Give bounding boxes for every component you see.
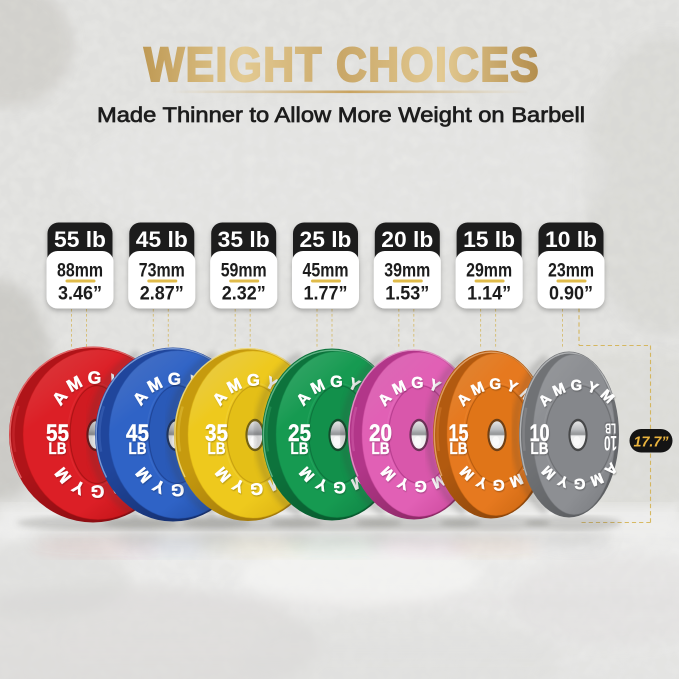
svg-text:10 lb: 10 lb — [545, 227, 597, 252]
svg-text:25 lb: 25 lb — [300, 227, 352, 252]
svg-text:1.53”: 1.53” — [385, 283, 429, 305]
svg-text:LB: LB — [531, 439, 549, 458]
svg-text:1.77”: 1.77” — [304, 283, 348, 305]
svg-text:55 lb: 55 lb — [54, 227, 106, 252]
svg-text:55: 55 — [46, 420, 69, 447]
svg-text:LB: LB — [450, 439, 468, 458]
svg-text:73mm: 73mm — [139, 260, 185, 282]
svg-text:LB: LB — [129, 439, 147, 458]
svg-text:1.14”: 1.14” — [467, 283, 511, 305]
svg-text:2.87”: 2.87” — [140, 283, 184, 305]
svg-text:0.90”: 0.90” — [549, 283, 593, 305]
svg-text:35: 35 — [205, 420, 228, 447]
svg-text:LB: LB — [372, 439, 390, 458]
svg-text:45mm: 45mm — [303, 260, 349, 282]
svg-text:LB: LB — [291, 439, 309, 458]
svg-text:59mm: 59mm — [221, 260, 267, 282]
svg-text:29mm: 29mm — [466, 260, 512, 282]
svg-text:2.32”: 2.32” — [222, 283, 266, 305]
svg-text:LB: LB — [49, 439, 67, 458]
svg-text:23mm: 23mm — [548, 260, 594, 282]
svg-text:Made Thinner to Allow More Wei: Made Thinner to Allow More Weight on Bar… — [97, 104, 585, 127]
svg-text:15 lb: 15 lb — [463, 227, 515, 252]
svg-text:25: 25 — [288, 420, 311, 447]
svg-text:10: 10 — [604, 431, 617, 455]
svg-text:39mm: 39mm — [384, 260, 430, 282]
svg-text:20: 20 — [369, 420, 392, 447]
svg-text:45: 45 — [126, 420, 149, 447]
svg-text:20 lb: 20 lb — [381, 227, 433, 252]
svg-text:35 lb: 35 lb — [218, 227, 270, 252]
svg-text:LB: LB — [208, 439, 226, 458]
svg-text:45 lb: 45 lb — [136, 227, 188, 252]
svg-text:17.7”: 17.7” — [634, 434, 669, 451]
svg-text:WEIGHT CHOICES: WEIGHT CHOICES — [144, 38, 540, 92]
svg-text:88mm: 88mm — [57, 260, 103, 282]
svg-text:15: 15 — [449, 420, 469, 447]
svg-text:10: 10 — [530, 420, 550, 447]
svg-text:3.46”: 3.46” — [58, 283, 102, 305]
svg-text:LB: LB — [605, 420, 616, 437]
